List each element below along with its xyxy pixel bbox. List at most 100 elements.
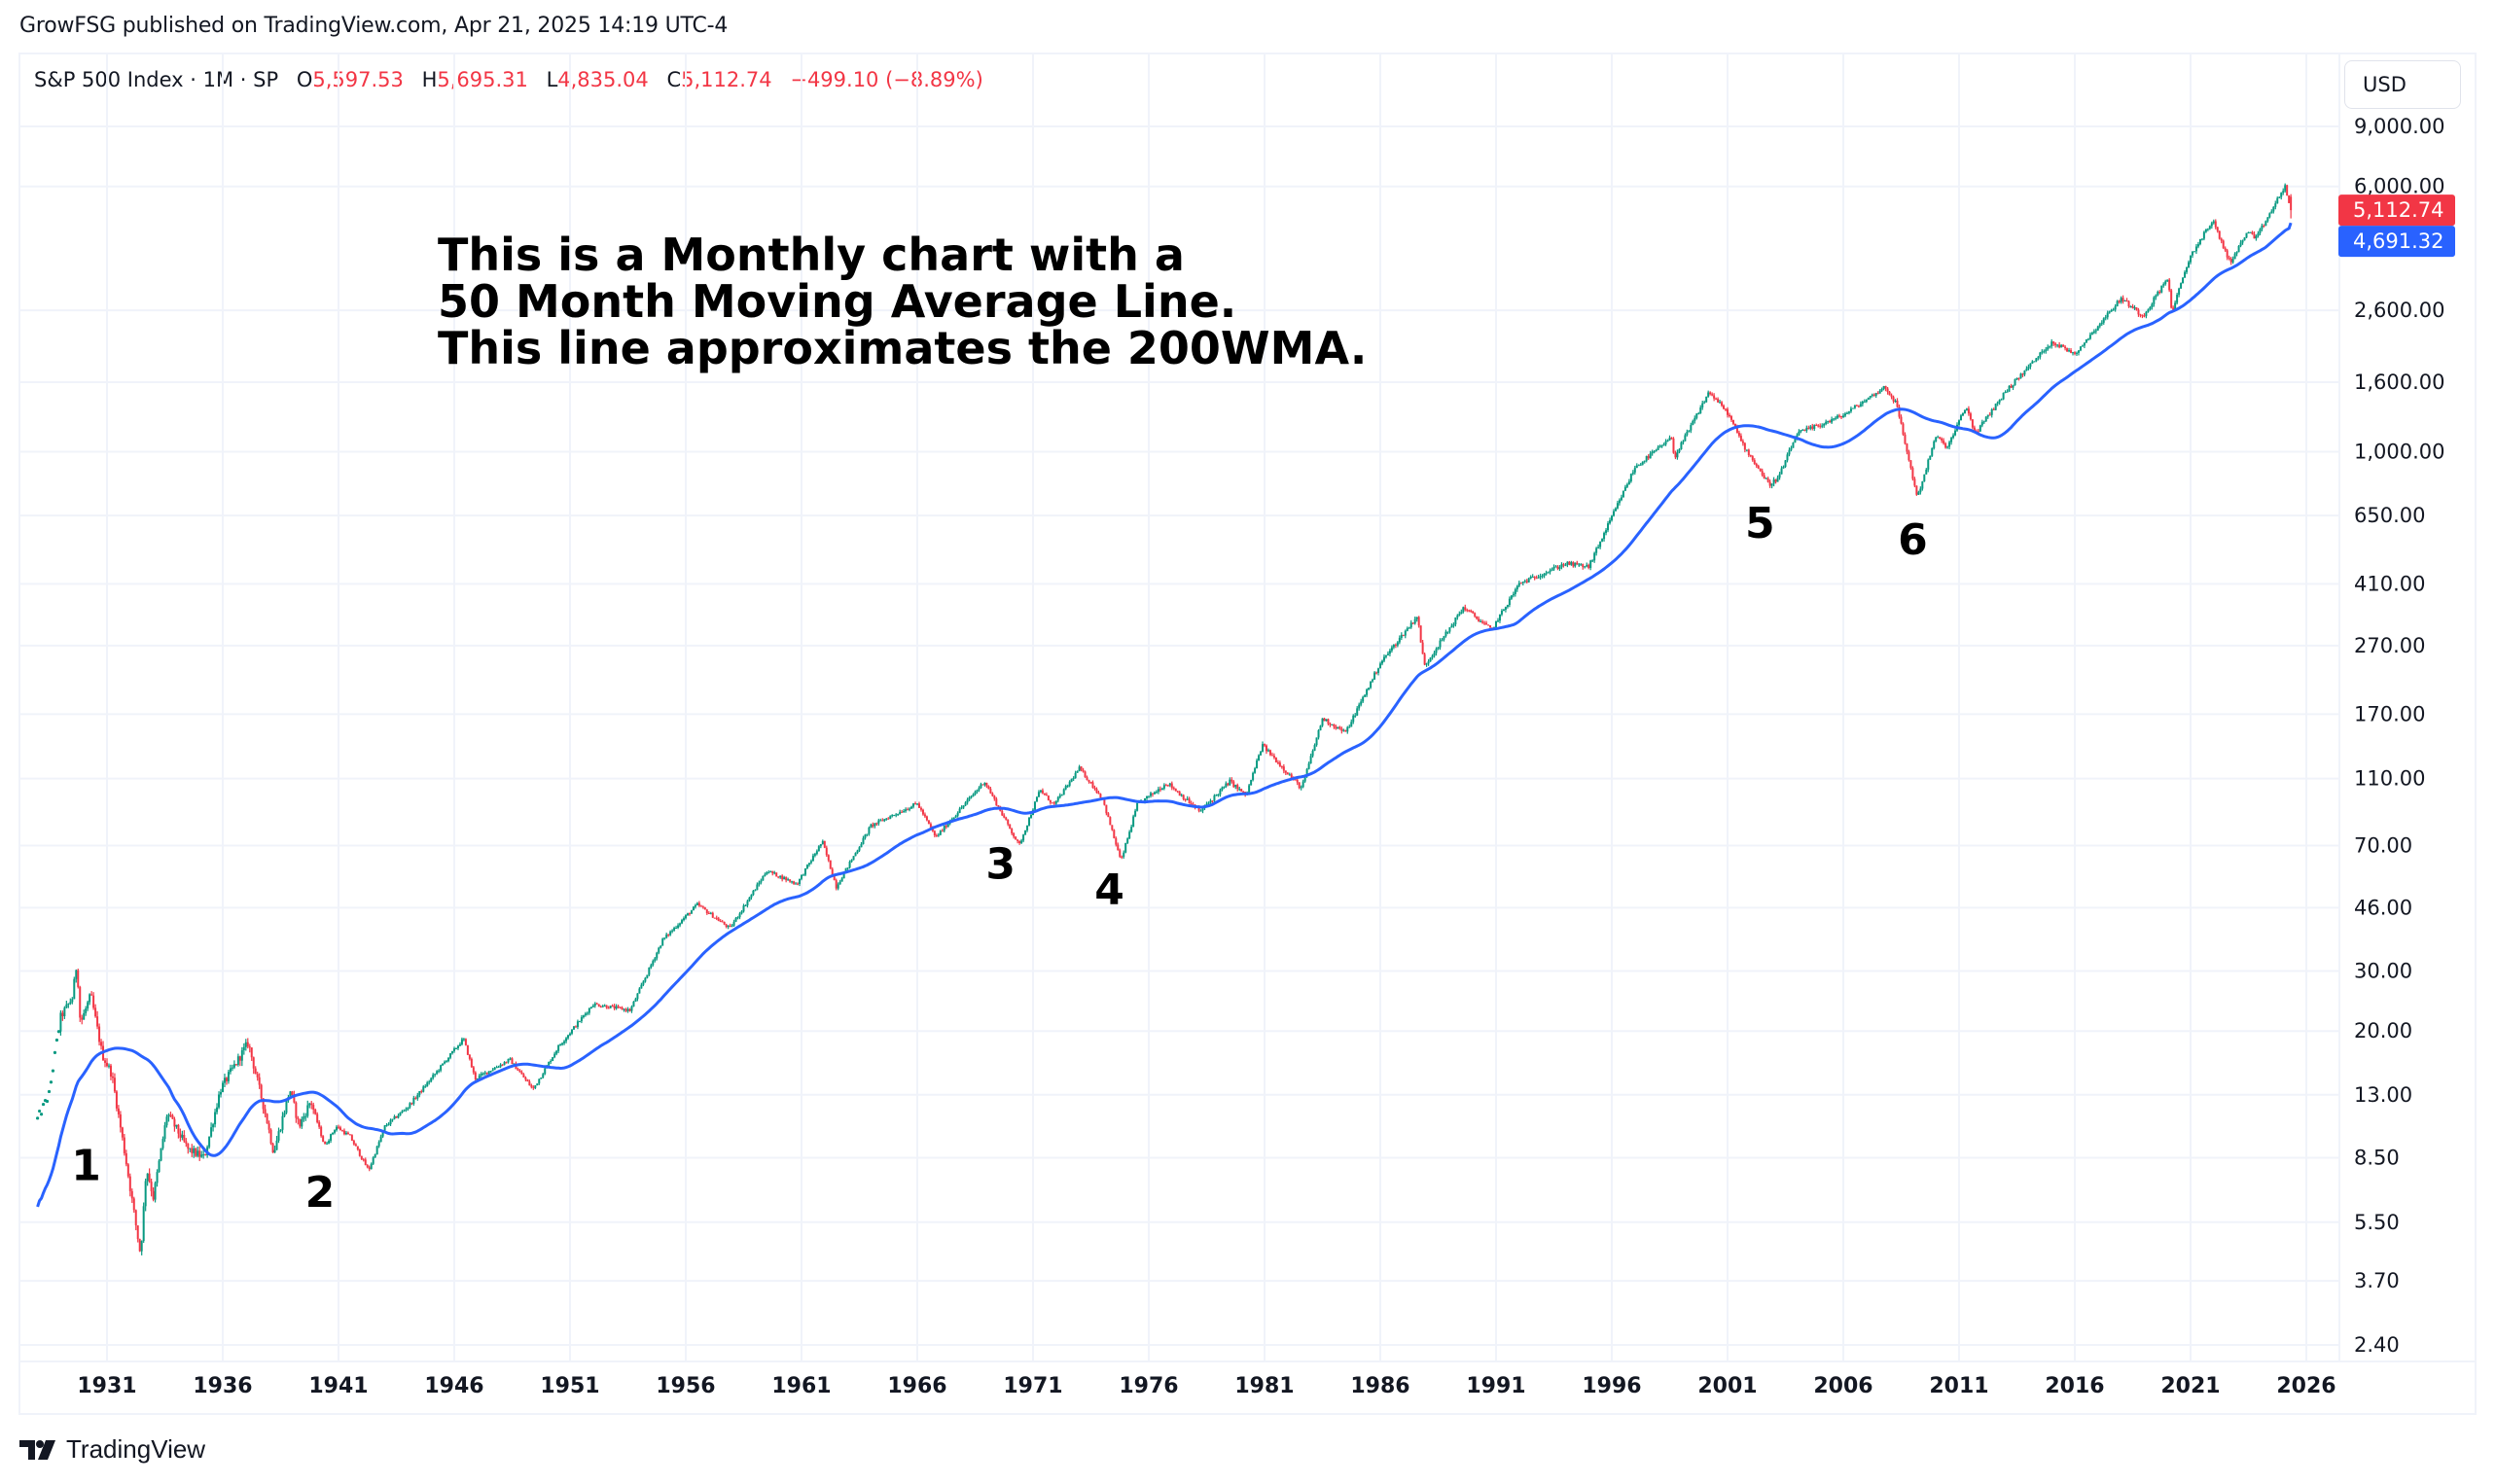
candle-down <box>1009 824 1012 830</box>
candle-down <box>130 1190 133 1199</box>
candle-up <box>1153 792 1156 795</box>
candle-up <box>852 856 855 861</box>
candle-up <box>1456 615 1459 618</box>
candle-up <box>1058 795 1061 797</box>
candle-up <box>1136 802 1139 811</box>
candle-down <box>1753 460 1756 465</box>
candle-down <box>1892 397 1895 402</box>
candle-down <box>1731 419 1734 424</box>
candle-down <box>595 1003 598 1005</box>
candle-up <box>553 1053 556 1058</box>
annotation-note[interactable]: This line approximates the 200WMA. <box>438 322 1367 374</box>
candle-up <box>1637 465 1640 467</box>
candle-up <box>223 1078 226 1083</box>
candle-up <box>1545 573 1548 575</box>
candle-down <box>703 907 706 910</box>
candle-up <box>970 795 973 798</box>
candle-up <box>1684 435 1687 442</box>
candle-up <box>2000 399 2003 401</box>
candle-up <box>2081 345 2084 347</box>
candle-up <box>1923 474 1926 482</box>
candle-up <box>1207 802 1210 804</box>
candle-down <box>2218 230 2221 239</box>
candle-down <box>126 1164 129 1177</box>
candle-up <box>1849 408 1852 412</box>
candle-down <box>320 1126 323 1137</box>
candle-up <box>383 1125 386 1131</box>
candle-down <box>1489 625 1492 628</box>
candle-down <box>1007 819 1010 825</box>
candle-down <box>466 1044 469 1055</box>
candle-up <box>2272 206 2275 212</box>
candle-up <box>2060 344 2063 348</box>
candle-down <box>775 872 778 877</box>
candle-down <box>1236 785 1239 790</box>
candle-down <box>881 820 884 822</box>
candle-up <box>2243 237 2246 241</box>
candle-up <box>1062 789 1065 795</box>
candle-up <box>442 1063 445 1066</box>
candle-up <box>1825 421 1828 424</box>
candle-up <box>458 1043 461 1046</box>
symbol-label[interactable]: S&P 500 Index · 1M · SP <box>34 68 279 91</box>
candle-up <box>1631 472 1634 475</box>
candle-down <box>1749 455 1752 457</box>
annotation-note[interactable]: This is a Monthly chart with a <box>438 229 1185 281</box>
currency-button[interactable]: USD <box>2344 60 2461 109</box>
marker-2[interactable]: 2 <box>305 1168 336 1218</box>
candle-up <box>905 809 908 812</box>
candle-down <box>324 1142 327 1145</box>
candle-up <box>89 994 91 1003</box>
candle-down <box>2074 352 2076 354</box>
candle-up <box>1234 785 1237 788</box>
candle-up <box>661 938 664 946</box>
candle-up <box>403 1110 406 1112</box>
candle-up <box>1258 755 1261 760</box>
candle-down <box>1909 460 1912 469</box>
annotation-note[interactable]: 50 Month Moving Average Line. <box>438 275 1236 328</box>
open-value: 5,597.53 <box>312 68 404 91</box>
candle-down <box>2226 250 2229 258</box>
marker-6[interactable]: 6 <box>1898 515 1928 565</box>
candle-down <box>2170 290 2173 308</box>
tradingview-brand: TradingView <box>66 1434 206 1464</box>
candle-up <box>1370 681 1373 689</box>
candle-down <box>1728 414 1730 416</box>
candle-up <box>1313 745 1316 751</box>
candle-up <box>2261 226 2264 230</box>
candle-up <box>837 884 839 889</box>
candle-up <box>685 915 687 919</box>
candle-up <box>1373 672 1376 680</box>
candle-up <box>1408 627 1410 629</box>
candle-up <box>909 808 911 810</box>
candle-up <box>416 1095 419 1099</box>
candle-down <box>1904 434 1907 444</box>
candle-down <box>1576 562 1579 565</box>
candle-down <box>831 868 834 876</box>
marker-4[interactable]: 4 <box>1094 866 1124 915</box>
marker-1[interactable]: 1 <box>71 1142 101 1191</box>
price-tick-label: 13.00 <box>2354 1083 2412 1107</box>
candle-down <box>1988 414 1991 416</box>
candle-up <box>1611 515 1613 521</box>
moving-average-line <box>36 222 2293 1208</box>
candle-down <box>2224 248 2227 251</box>
time-tick-label: 1976 <box>1119 1374 1178 1398</box>
candle-up <box>586 1012 588 1014</box>
candle-up <box>2274 203 2277 207</box>
candle-up <box>1398 637 1401 643</box>
tradingview-logo[interactable]: TradingView <box>19 1434 205 1465</box>
candle-up <box>1431 655 1434 658</box>
candle-down <box>785 877 788 881</box>
candle-down <box>1182 795 1185 799</box>
candle-down <box>1481 620 1484 623</box>
marker-3[interactable]: 3 <box>985 839 1016 889</box>
time-tick-label: 1996 <box>1582 1374 1641 1398</box>
candle-down <box>574 1026 577 1028</box>
candle-up <box>2206 229 2209 230</box>
candle-down <box>109 1065 112 1077</box>
marker-5[interactable]: 5 <box>1745 499 1775 548</box>
candle-up <box>212 1124 215 1128</box>
candle-down <box>872 824 874 827</box>
